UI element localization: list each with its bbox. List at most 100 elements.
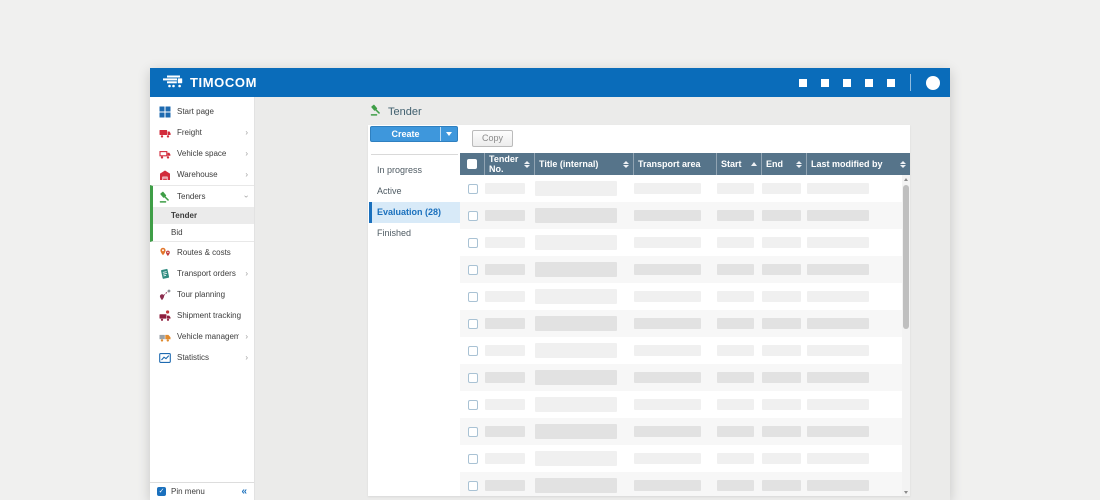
row-checkbox[interactable]	[467, 399, 478, 410]
topbar-app-icon[interactable]	[865, 78, 873, 87]
table-cell	[717, 399, 762, 410]
column-header-tender-no[interactable]: Tender No.	[485, 153, 535, 175]
sidebar-item-label: Warehouse	[177, 170, 218, 179]
filter-finished[interactable]: Finished	[377, 228, 412, 238]
filter-active[interactable]: Active	[377, 186, 402, 196]
row-checkbox[interactable]	[467, 453, 478, 464]
table-row[interactable]	[460, 229, 902, 256]
grid-icon	[158, 106, 171, 118]
filter-in-progress[interactable]: In progress	[377, 165, 423, 175]
loading-placeholder-bar	[807, 345, 869, 356]
table-body	[460, 175, 902, 496]
table-row[interactable]	[460, 472, 902, 496]
sidebar-item-routes-costs[interactable]: Routes & costs	[150, 242, 254, 263]
table-cell	[717, 183, 762, 194]
sidebar-item-transport-orders[interactable]: Transport orders ›	[150, 263, 254, 284]
table-row[interactable]	[460, 310, 902, 337]
table-row[interactable]	[460, 445, 902, 472]
loading-placeholder-bar	[762, 210, 801, 221]
row-checkbox-cell	[460, 345, 485, 356]
row-checkbox-cell	[460, 237, 485, 248]
loading-placeholder-bar	[807, 264, 869, 275]
row-checkbox[interactable]	[467, 183, 478, 194]
chevron-right-icon: ›	[245, 149, 248, 158]
row-checkbox[interactable]	[467, 291, 478, 302]
topbar-app-icon[interactable]	[887, 78, 895, 87]
table-cell	[807, 210, 902, 221]
table-scrollbar[interactable]	[902, 175, 910, 496]
table-row[interactable]	[460, 202, 902, 229]
loading-placeholder-bar	[807, 291, 869, 302]
topbar-app-icon[interactable]	[799, 78, 807, 87]
loading-placeholder-bar	[807, 318, 869, 329]
column-header-last-modified-by[interactable]: Last modified by	[807, 153, 910, 175]
create-dropdown-button[interactable]	[441, 127, 457, 141]
sidebar-item-statistics[interactable]: Statistics ›	[150, 347, 254, 368]
sidebar-item-bid[interactable]: Bid	[153, 224, 254, 241]
row-checkbox[interactable]	[467, 264, 478, 275]
checkbox-icon[interactable]	[467, 159, 477, 169]
loading-placeholder-bar	[717, 318, 754, 329]
create-split-button[interactable]: Create	[370, 126, 458, 142]
loading-placeholder-bar	[762, 372, 801, 383]
scrollbar-down-arrow[interactable]	[902, 488, 910, 496]
filter-evaluation-28[interactable]: Evaluation (28)	[369, 202, 460, 223]
row-checkbox[interactable]	[467, 480, 478, 491]
table-cell	[807, 264, 902, 275]
row-checkbox[interactable]	[467, 210, 478, 221]
loading-placeholder-bar	[717, 264, 754, 275]
create-button[interactable]: Create	[371, 127, 441, 141]
loading-placeholder-bar	[535, 397, 617, 412]
chart-icon	[158, 352, 171, 364]
sidebar-item-warehouse[interactable]: Warehouse ›	[150, 164, 254, 185]
sidebar-item-label: Transport orders	[177, 269, 236, 278]
column-header-start[interactable]: Start	[717, 153, 762, 175]
select-all-checkbox[interactable]	[460, 153, 485, 175]
table-row[interactable]	[460, 256, 902, 283]
table-cell	[807, 318, 902, 329]
chevron-right-icon: ›	[245, 269, 248, 278]
loading-placeholder-bar	[717, 372, 754, 383]
sidebar-item-vehicle-space[interactable]: Vehicle space ›	[150, 143, 254, 164]
table-cell	[634, 291, 717, 302]
app-top-bar: TIMOCOM	[150, 68, 950, 97]
loading-placeholder-bar	[807, 426, 869, 437]
table-cell	[634, 399, 717, 410]
topbar-app-icon[interactable]	[821, 78, 829, 87]
sidebar-item-label: Routes & costs	[177, 248, 231, 257]
scrollbar-thumb[interactable]	[903, 185, 909, 330]
copy-button[interactable]: Copy	[472, 130, 514, 147]
sidebar-item-tour-planning[interactable]: Tour planning	[150, 284, 254, 305]
table-row[interactable]	[460, 175, 902, 202]
sidebar-item-tenders[interactable]: Tenders ›	[153, 186, 254, 207]
collapse-sidebar-icon[interactable]: «	[241, 486, 247, 497]
sidebar-item-tender[interactable]: Tender	[153, 207, 254, 224]
table-row[interactable]	[460, 391, 902, 418]
table-row[interactable]	[460, 364, 902, 391]
column-header-end[interactable]: End	[762, 153, 807, 175]
table-cell	[535, 343, 634, 358]
row-checkbox[interactable]	[467, 318, 478, 329]
loading-placeholder-bar	[717, 426, 754, 437]
row-checkbox[interactable]	[467, 426, 478, 437]
sidebar-item-shipment-tracking[interactable]: Shipment tracking	[150, 305, 254, 326]
column-header-title-internal[interactable]: Title (internal)	[535, 153, 634, 175]
row-checkbox[interactable]	[467, 237, 478, 248]
sidebar-item-vehicle-management[interactable]: Vehicle management ›	[150, 326, 254, 347]
sidebar-item-freight[interactable]: Freight ›	[150, 122, 254, 143]
row-checkbox[interactable]	[467, 372, 478, 383]
tracking-icon	[158, 309, 171, 322]
topbar-app-icon[interactable]	[843, 78, 851, 87]
table-cell	[762, 183, 807, 194]
pin-menu-checkbox[interactable]: ✓	[157, 487, 166, 496]
column-header-transport-area[interactable]: Transport area	[634, 153, 717, 175]
user-avatar[interactable]	[926, 75, 940, 90]
loading-placeholder-bar	[535, 262, 617, 277]
table-cell	[807, 480, 902, 491]
sidebar-item-start-page[interactable]: Start page	[150, 101, 254, 122]
table-row[interactable]	[460, 418, 902, 445]
row-checkbox[interactable]	[467, 345, 478, 356]
scrollbar-up-arrow[interactable]	[902, 175, 910, 183]
table-row[interactable]	[460, 283, 902, 310]
table-row[interactable]	[460, 337, 902, 364]
